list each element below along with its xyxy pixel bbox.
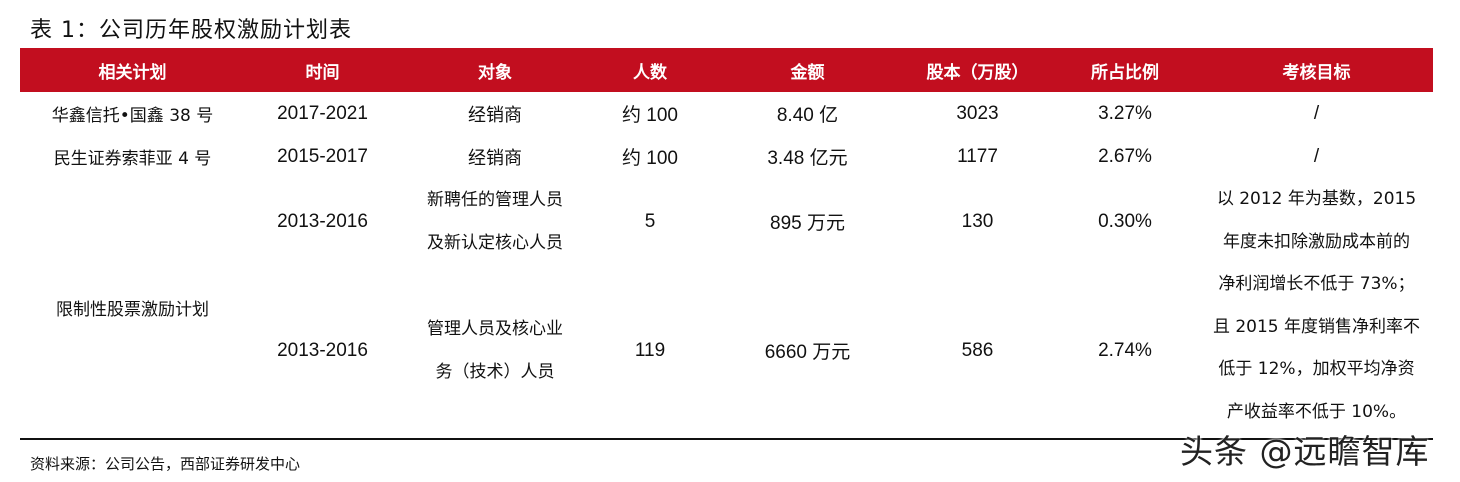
- target-line: 及新认定核心人员: [427, 232, 563, 253]
- goal-cell: /: [1313, 102, 1320, 124]
- ratio-cell: 0.30%: [1098, 210, 1152, 232]
- shares-cell: 1177: [957, 145, 998, 167]
- time-cell: 2015-2017: [277, 145, 368, 167]
- table-row: 民生证券索菲亚 4 号 2015-2017 经销商 约 100 3.48 亿元 …: [20, 135, 1433, 178]
- goal-line: 低于 12%，加权平均净资: [1218, 359, 1415, 379]
- target-line: 务（技术）人员: [435, 361, 555, 382]
- target-cell: 经销商: [468, 147, 522, 169]
- column-header: 时间: [245, 48, 400, 92]
- plan-cell: 民生证券索菲亚 4 号: [53, 149, 212, 169]
- target-cell: 经销商: [468, 104, 522, 126]
- column-header: 金额: [710, 48, 905, 92]
- count-cell: 119: [634, 339, 666, 361]
- amount-cell: 6660 万元: [764, 342, 851, 363]
- target-cell: 管理人员及核心业 务（技术）人员: [400, 265, 590, 436]
- table-row: 2013-2016 管理人员及核心业 务（技术）人员 119 6660 万元 58…: [20, 265, 1433, 436]
- ratio-cell: 3.27%: [1098, 102, 1152, 124]
- amount-cell: 3.48 亿元: [767, 148, 848, 169]
- column-header: 考核目标: [1200, 48, 1433, 92]
- table-bottom-rule: [20, 438, 1433, 440]
- time-cell: 2017-2021: [277, 102, 368, 124]
- time-cell: 2013-2016: [277, 339, 368, 361]
- target-cell: 新聘任的管理人员 及新认定核心人员: [400, 178, 590, 265]
- target-line: 管理人员及核心业: [427, 318, 563, 339]
- count-cell: 5: [644, 210, 656, 232]
- shares-cell: 130: [961, 210, 994, 232]
- target-line: 新聘任的管理人员: [427, 189, 563, 210]
- count-cell: 约 100: [622, 148, 678, 169]
- column-header: 人数: [590, 48, 710, 92]
- amount-cell: 8.40 亿: [776, 105, 839, 126]
- plan-cell: 华鑫信托•国鑫 38 号: [51, 106, 214, 126]
- column-header: 股本（万股）: [905, 48, 1050, 92]
- ratio-cell: 2.67%: [1098, 145, 1152, 167]
- shares-cell: 3023: [956, 102, 999, 124]
- goal-line: 且 2015 年度销售净利率不: [1212, 316, 1421, 337]
- goal-line: 产收益率不低于 10%。: [1226, 401, 1407, 422]
- goal-cell: /: [1313, 145, 1320, 167]
- count-cell: 约 100: [622, 105, 678, 126]
- goal-line: 以 2012 年为基数，2015: [1216, 189, 1417, 209]
- ratio-cell: 2.74%: [1098, 339, 1152, 361]
- table-row: 华鑫信托•国鑫 38 号 2017-2021 经销商 约 100 8.40 亿 …: [20, 92, 1433, 135]
- goal-line: 年度未扣除激励成本前的: [1223, 231, 1410, 252]
- goal-cell: 以 2012 年为基数，2015 年度未扣除激励成本前的 净利润增长不低于 73…: [1200, 178, 1433, 436]
- column-header: 所占比例: [1050, 48, 1200, 92]
- column-header: 相关计划: [20, 48, 245, 92]
- shares-cell: 586: [961, 339, 994, 361]
- amount-cell: 895 万元: [770, 213, 845, 234]
- table-header: 相关计划 时间 对象 人数 金额 股本（万股） 所占比例 考核目标: [20, 48, 1433, 92]
- incentive-plan-table: 相关计划 时间 对象 人数 金额 股本（万股） 所占比例 考核目标 华鑫信托•国…: [20, 48, 1433, 436]
- column-header: 对象: [400, 48, 590, 92]
- goal-line: 净利润增长不低于 73%；: [1218, 274, 1415, 294]
- source-note: 资料来源：公司公告，西部证券研发中心: [30, 455, 301, 473]
- time-cell: 2013-2016: [277, 210, 368, 232]
- plan-cell: 限制性股票激励计划: [56, 299, 209, 320]
- table-row: 限制性股票激励计划 2013-2016 新聘任的管理人员 及新认定核心人员 5 8…: [20, 178, 1433, 422]
- watermark: 头条 @远瞻智库: [1180, 432, 1430, 471]
- table-title: 表 1：公司历年股权激励计划表: [30, 18, 352, 43]
